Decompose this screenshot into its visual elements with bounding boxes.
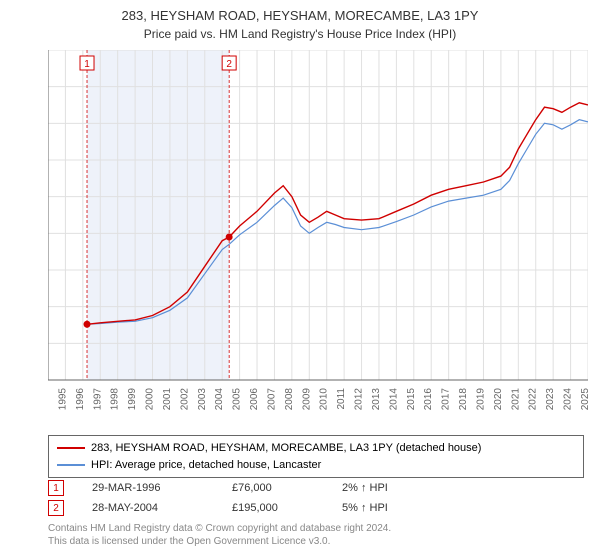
svg-text:1999: 1999 — [127, 388, 138, 411]
svg-text:2007: 2007 — [266, 388, 277, 411]
chart-container: 283, HEYSHAM ROAD, HEYSHAM, MORECAMBE, L… — [0, 0, 600, 560]
chart-area: £0£50K£100K£150K£200K£250K£300K£350K£400… — [48, 50, 588, 400]
transaction-price: £195,000 — [232, 502, 342, 514]
footnote-line: This data is licensed under the Open Gov… — [48, 535, 391, 548]
legend-label: HPI: Average price, detached house, Lanc… — [91, 457, 321, 474]
marker-badge: 1 — [48, 480, 64, 496]
table-row: 1 29-MAR-1996 £76,000 2% ↑ HPI — [48, 478, 462, 498]
footnote: Contains HM Land Registry data © Crown c… — [48, 522, 391, 548]
transaction-diff: 5% ↑ HPI — [342, 502, 462, 514]
svg-text:2009: 2009 — [301, 388, 312, 411]
svg-text:1: 1 — [84, 59, 90, 70]
svg-text:2016: 2016 — [423, 388, 434, 411]
legend-item: 283, HEYSHAM ROAD, HEYSHAM, MORECAMBE, L… — [57, 440, 575, 457]
svg-text:2022: 2022 — [528, 388, 539, 411]
transaction-diff: 2% ↑ HPI — [342, 482, 462, 494]
svg-text:2008: 2008 — [284, 388, 295, 411]
legend: 283, HEYSHAM ROAD, HEYSHAM, MORECAMBE, L… — [48, 435, 584, 478]
svg-text:2024: 2024 — [563, 388, 574, 411]
svg-text:2004: 2004 — [214, 388, 225, 411]
svg-text:2023: 2023 — [545, 388, 556, 411]
legend-swatch — [57, 464, 85, 466]
svg-text:2017: 2017 — [441, 388, 452, 411]
transaction-date: 28-MAY-2004 — [92, 502, 232, 514]
chart-svg: £0£50K£100K£150K£200K£250K£300K£350K£400… — [48, 50, 588, 430]
svg-text:2012: 2012 — [354, 388, 365, 411]
svg-text:1994: 1994 — [48, 388, 51, 411]
svg-text:2000: 2000 — [145, 388, 156, 411]
transaction-table: 1 29-MAR-1996 £76,000 2% ↑ HPI 2 28-MAY-… — [48, 478, 462, 518]
marker-badge: 2 — [48, 500, 64, 516]
svg-text:2003: 2003 — [197, 388, 208, 411]
svg-text:2015: 2015 — [406, 388, 417, 411]
legend-item: HPI: Average price, detached house, Lanc… — [57, 457, 575, 474]
svg-text:2005: 2005 — [232, 388, 243, 411]
svg-text:2: 2 — [226, 59, 232, 70]
transaction-date: 29-MAR-1996 — [92, 482, 232, 494]
legend-swatch — [57, 447, 85, 449]
transaction-price: £76,000 — [232, 482, 342, 494]
svg-text:1998: 1998 — [110, 388, 121, 411]
svg-text:2001: 2001 — [162, 388, 173, 411]
svg-text:2010: 2010 — [319, 388, 330, 411]
svg-text:1996: 1996 — [75, 388, 86, 411]
footnote-line: Contains HM Land Registry data © Crown c… — [48, 522, 391, 535]
svg-text:2006: 2006 — [249, 388, 260, 411]
legend-label: 283, HEYSHAM ROAD, HEYSHAM, MORECAMBE, L… — [91, 440, 481, 457]
svg-text:2025: 2025 — [580, 388, 588, 411]
chart-title: 283, HEYSHAM ROAD, HEYSHAM, MORECAMBE, L… — [0, 0, 600, 25]
svg-text:1995: 1995 — [57, 388, 68, 411]
svg-text:2021: 2021 — [510, 388, 521, 411]
svg-text:2002: 2002 — [179, 388, 190, 411]
chart-subtitle: Price paid vs. HM Land Registry's House … — [0, 25, 600, 41]
svg-text:2013: 2013 — [371, 388, 382, 411]
table-row: 2 28-MAY-2004 £195,000 5% ↑ HPI — [48, 498, 462, 518]
svg-text:2018: 2018 — [458, 388, 469, 411]
svg-text:2014: 2014 — [388, 388, 399, 411]
svg-text:1997: 1997 — [92, 388, 103, 411]
svg-text:2019: 2019 — [475, 388, 486, 411]
svg-text:2020: 2020 — [493, 388, 504, 411]
svg-text:2011: 2011 — [336, 388, 347, 410]
